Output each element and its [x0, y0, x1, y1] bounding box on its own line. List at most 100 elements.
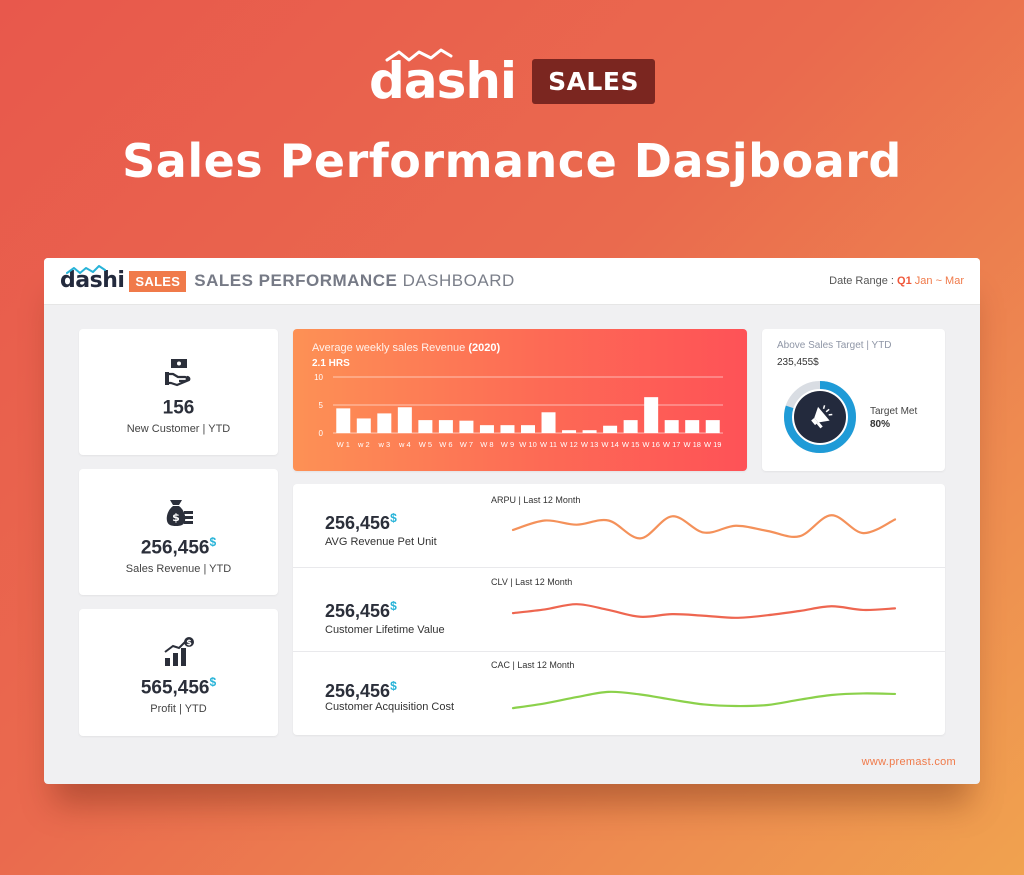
- bar: [562, 430, 577, 433]
- bar: [438, 420, 453, 433]
- metric-caption: CLV | Last 12 Month: [491, 577, 573, 587]
- x-tick-label: W 7: [460, 440, 473, 449]
- kpi-label: Profit | YTD: [150, 703, 207, 716]
- hero-title: Sales Performance Dasjboard: [122, 134, 902, 188]
- bar: [521, 425, 535, 433]
- x-tick-label: W 11: [540, 440, 557, 449]
- hero-logo: dashi SALES: [0, 48, 1024, 106]
- bar: [541, 412, 556, 433]
- date-range[interactable]: Date Range : Q1 Jan ~ Mar: [829, 275, 964, 287]
- kpi-value: 565,456$: [140, 675, 217, 699]
- megaphone-icon: [811, 405, 833, 429]
- bar: [623, 420, 638, 433]
- y-tick-label: 10: [314, 373, 323, 382]
- x-tick-label: W 8: [480, 440, 493, 449]
- y-tick-label: 5: [319, 401, 324, 410]
- dashboard-logo: dashi: [60, 265, 125, 293]
- sales-target-title: Above Sales Target | YTD: [777, 340, 892, 351]
- x-tick-label: W 13: [581, 440, 599, 449]
- dashboard-header: dashi SALES SALES PERFORMANCE DASHBOARD …: [44, 258, 980, 305]
- dashboard-sales-badge: SALES: [129, 270, 187, 292]
- metric-value: 256,456$: [325, 511, 397, 533]
- x-tick-label: W 5: [419, 440, 432, 449]
- arpu-line-chart: [511, 514, 897, 540]
- target-met-label: Target Met: [870, 406, 918, 417]
- hero-dashi-logo: dashi: [369, 48, 517, 106]
- series-line: [511, 514, 897, 540]
- x-tick-label: w 2: [357, 440, 370, 449]
- kpi-value: 156: [162, 397, 195, 419]
- bar: [397, 407, 412, 433]
- x-tick-label: W 17: [663, 440, 681, 449]
- bar: [500, 425, 515, 433]
- kpi-value: 256,456$: [140, 535, 217, 559]
- metric-caption: CAC | Last 12 Month: [491, 660, 575, 670]
- metric-row-arpu: 256,456$ AVG Revenue Pet Unit ARPU | Las…: [293, 484, 945, 568]
- date-range-quarter: Q1: [897, 275, 912, 287]
- metric-row-clv: 256,456$ Customer Lifetime Value CLV | L…: [293, 568, 945, 652]
- x-tick-label: W 9: [501, 440, 514, 449]
- weekly-revenue-subtitle: 2.1 HRS: [312, 358, 350, 369]
- y-tick-label: 0: [319, 429, 324, 438]
- dashboard-title-light: DASHBOARD: [402, 271, 515, 290]
- x-tick-label: W 19: [704, 440, 722, 449]
- hero-logo-text: dashi: [369, 52, 517, 110]
- bar: [479, 425, 494, 433]
- dashboard-title-bold: SALES PERFORMANCE: [194, 271, 398, 290]
- kpi-label: New Customer | YTD: [126, 423, 231, 436]
- bar: [459, 420, 474, 433]
- cac-line-chart: [511, 690, 897, 710]
- series-line: [511, 690, 897, 710]
- dashboard-panel: dashi SALES SALES PERFORMANCE DASHBOARD …: [44, 258, 980, 784]
- date-range-label: Date Range :: [829, 275, 894, 287]
- sales-target-value: 235,455$: [777, 357, 819, 368]
- x-tick-label: W 6: [439, 440, 452, 449]
- bar: [664, 420, 679, 433]
- date-range-months: Jan ~ Mar: [914, 275, 964, 287]
- logo-wave-icon: [385, 48, 453, 62]
- x-tick-label: W 14: [601, 440, 619, 449]
- x-tick-label: W 10: [519, 440, 537, 449]
- kpi-card-sales-revenue: $ 256,456$ Sales Revenue | YTD: [79, 469, 278, 595]
- bar: [418, 420, 433, 433]
- x-tick-label: W 15: [622, 440, 640, 449]
- bar: [356, 418, 371, 433]
- svg-text:$: $: [186, 638, 192, 647]
- x-tick-label: w 3: [377, 440, 390, 449]
- target-donut-chart: [784, 381, 856, 453]
- weekly-revenue-title: Average weekly sales Revenue (2020): [312, 342, 501, 354]
- bar: [582, 430, 597, 433]
- dashboard-logo-text: dashi: [60, 268, 125, 293]
- metric-row-cac: 256,456$ Customer Acquisition Cost CAC |…: [293, 652, 945, 735]
- logo-wave-icon: [66, 265, 106, 274]
- x-tick-label: W 16: [642, 440, 660, 449]
- bar: [705, 420, 720, 433]
- kpi-card-new-customer: 156 New Customer | YTD: [79, 329, 278, 455]
- metrics-card: 256,456$ AVG Revenue Pet Unit ARPU | Las…: [293, 484, 945, 735]
- metric-value: 256,456$: [325, 599, 397, 621]
- bar: [336, 408, 351, 433]
- metric-label: Customer Acquisition Cost: [325, 701, 454, 713]
- money-hand-icon: [164, 355, 194, 389]
- metric-caption: ARPU | Last 12 Month: [491, 495, 581, 505]
- metric-value: 256,456$: [325, 679, 397, 701]
- footer-url[interactable]: www.premast.com: [861, 756, 956, 768]
- hero-sales-badge: SALES: [532, 58, 655, 104]
- x-tick-label: w 4: [398, 440, 411, 449]
- x-tick-label: W 18: [683, 440, 701, 449]
- series-line: [511, 603, 897, 619]
- svg-text:$: $: [172, 511, 180, 524]
- donut-progress: [784, 381, 856, 453]
- metric-label: Customer Lifetime Value: [325, 624, 445, 636]
- metric-label: AVG Revenue Pet Unit: [325, 536, 437, 548]
- weekly-revenue-card: Average weekly sales Revenue (2020) 2.1 …: [293, 329, 747, 471]
- clv-line-chart: [511, 603, 897, 619]
- target-met-percent: 80%: [870, 419, 891, 430]
- bar: [603, 425, 618, 433]
- sales-target-card: Above Sales Target | YTD 235,455$ Target…: [762, 329, 945, 471]
- money-bag-icon: $: [164, 495, 194, 529]
- kpi-label: Sales Revenue | YTD: [125, 563, 232, 576]
- x-tick-label: W 1: [337, 440, 350, 449]
- x-tick-label: W 12: [560, 440, 578, 449]
